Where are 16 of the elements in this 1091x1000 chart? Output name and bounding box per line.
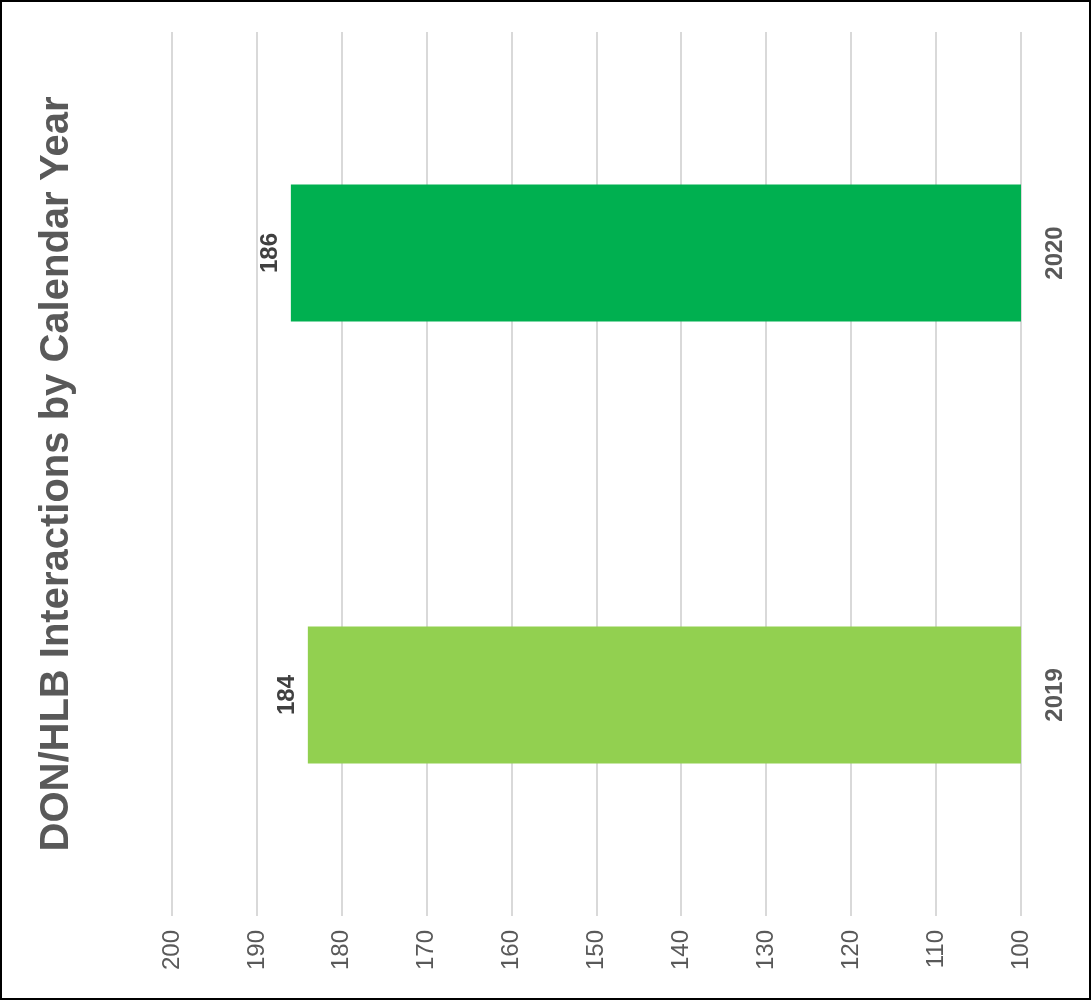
- data-label: 184: [272, 674, 300, 715]
- x-tick-label: 120: [835, 929, 863, 970]
- x-tick-label: 130: [750, 929, 778, 970]
- x-tick-label: 200: [156, 929, 184, 970]
- x-tick-label: 100: [1005, 929, 1033, 970]
- y-tick-label: 2019: [1039, 668, 1067, 722]
- x-tick-label: 190: [241, 929, 269, 970]
- x-tick-label: 170: [411, 929, 439, 970]
- y-tick-label: 2020: [1039, 226, 1067, 280]
- x-tick-label: 150: [581, 929, 609, 970]
- data-label: 186: [255, 232, 283, 274]
- x-tick-label: 110: [920, 929, 948, 969]
- x-tick-label: 140: [666, 929, 694, 970]
- x-tick-label: 180: [326, 929, 354, 970]
- x-tick-label: 160: [496, 929, 524, 970]
- text: DON/HLB Interactions by Calendar Year: [32, 96, 77, 852]
